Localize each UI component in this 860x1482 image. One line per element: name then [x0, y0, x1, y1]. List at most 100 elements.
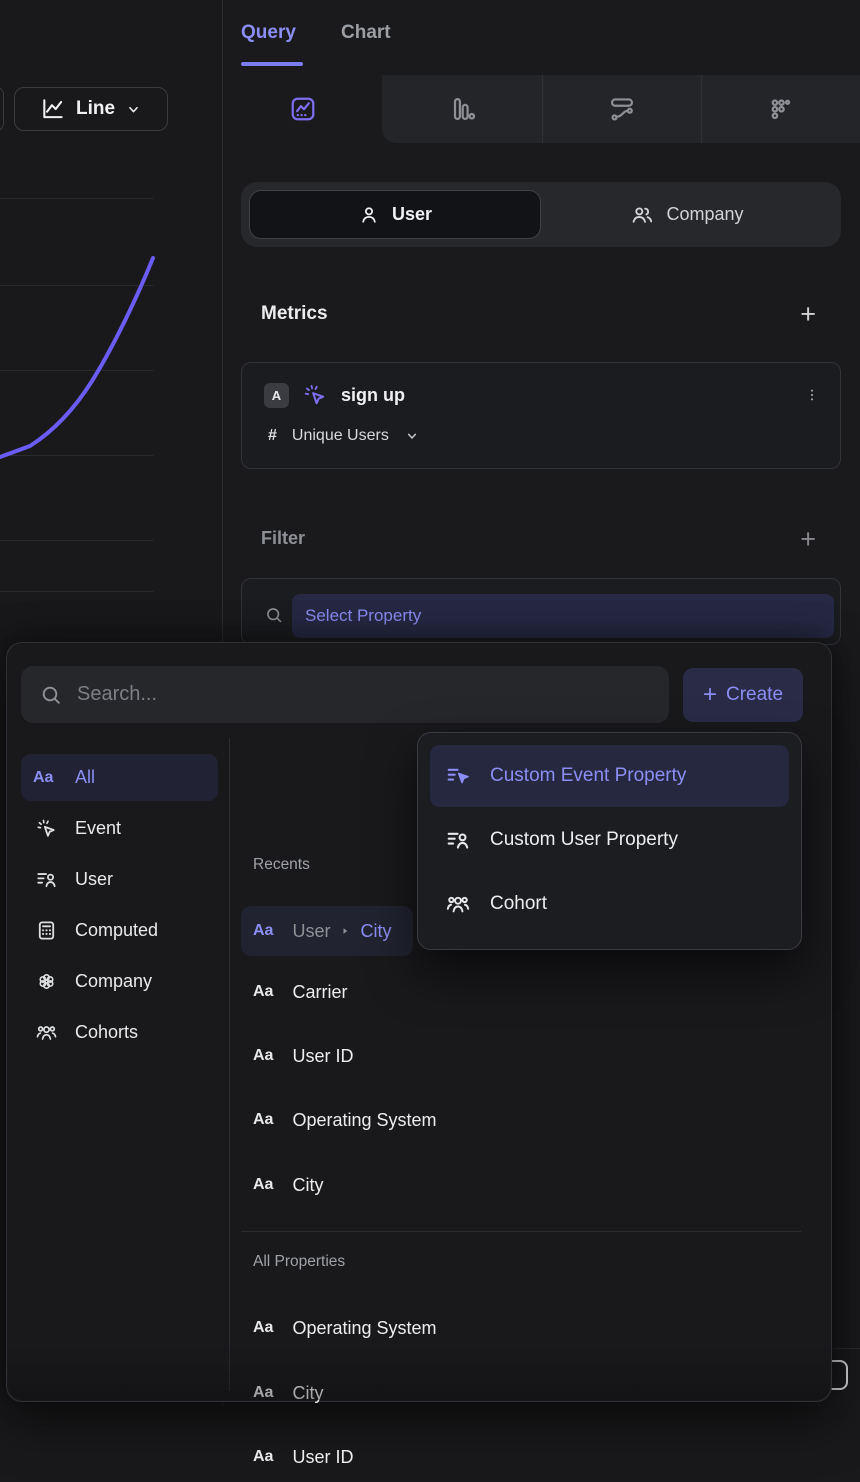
metrics-header: Metrics +: [261, 299, 816, 329]
toggle-company-label: Company: [666, 204, 744, 224]
toggle-user[interactable]: User: [249, 190, 541, 239]
metric-options-kebab-icon[interactable]: [804, 381, 820, 409]
category-label: Cohorts: [75, 1022, 139, 1042]
gridline: [0, 455, 153, 456]
category-computed[interactable]: Computed: [21, 907, 218, 954]
chevron-down-icon: [125, 101, 142, 118]
all-properties-title: All Properties: [253, 1253, 346, 1270]
type-prefix: Aa: [253, 1384, 274, 1401]
recents-title: Recents: [253, 856, 310, 873]
section-divider: [241, 1231, 801, 1232]
people-group-icon: [33, 1021, 59, 1044]
metric-event-name: sign up: [341, 384, 405, 405]
filter-card: Select Property: [241, 578, 841, 645]
event-cursor-icon: [33, 817, 59, 840]
flower-cluster-icon: [33, 970, 59, 993]
category-label: All: [75, 767, 96, 787]
retention-dots-icon: [767, 95, 795, 123]
metric-card[interactable]: A sign up # Unique Users: [241, 362, 841, 469]
type-prefix: Aa: [33, 768, 54, 786]
gridline: [0, 540, 153, 541]
metrics-title: Metrics: [261, 303, 328, 324]
chart-preview-area: Line: [0, 0, 222, 645]
chart-type-label: Line: [75, 98, 116, 119]
tab-insights[interactable]: [223, 75, 382, 143]
property-label: City: [292, 1174, 324, 1195]
list-person-icon: [444, 827, 472, 853]
tab-retention[interactable]: [701, 75, 860, 143]
recent-item[interactable]: Aa City: [241, 1160, 581, 1210]
clipped-button-fragment: [0, 87, 4, 131]
property-label: Carrier: [292, 981, 348, 1002]
property-item[interactable]: Aa City: [241, 1368, 581, 1418]
tab-funnels[interactable]: [382, 75, 541, 143]
gridline: [0, 198, 153, 199]
list-person-icon: [33, 868, 59, 891]
plus-icon: +: [702, 681, 717, 708]
menu-item-custom-event-property[interactable]: Custom Event Property: [430, 745, 789, 807]
category-label: User: [75, 869, 114, 889]
chevron-down-icon: [404, 428, 420, 444]
recent-item-selected[interactable]: Aa User City: [241, 906, 413, 956]
filter-title: Filter: [261, 528, 306, 548]
recent-item[interactable]: Aa User ID: [241, 1031, 581, 1081]
category-event[interactable]: Event: [21, 805, 218, 852]
category-all[interactable]: Aa All: [21, 754, 218, 801]
gridline: [0, 285, 153, 286]
chart-type-dropdown-button[interactable]: Line: [14, 87, 168, 131]
people-group-icon: [444, 891, 472, 917]
tab-chart[interactable]: Chart: [341, 22, 391, 43]
recent-item[interactable]: Aa Carrier: [241, 967, 581, 1017]
category-cohorts[interactable]: Cohorts: [21, 1009, 218, 1056]
type-prefix: Aa: [253, 1448, 274, 1465]
property-list: Recents Aa User City Aa Carrier Aa User …: [241, 738, 807, 1467]
property-item[interactable]: Aa Operating System: [241, 1303, 581, 1353]
create-button[interactable]: + Create: [683, 668, 803, 722]
tab-flows[interactable]: [542, 75, 701, 143]
insights-chart-icon: [289, 95, 317, 123]
breadcrumb-child: City: [360, 920, 392, 941]
breadcrumb-parent: User: [292, 920, 331, 941]
property-label: Operating System: [292, 1317, 437, 1338]
person-icon: [358, 204, 380, 226]
gridline: [0, 591, 153, 592]
property-item[interactable]: Aa User ID: [241, 1432, 581, 1482]
type-prefix: Aa: [253, 1111, 274, 1128]
bar-chart-icon: [448, 95, 476, 123]
aggregation-selector[interactable]: # Unique Users: [268, 427, 420, 445]
people-icon: [630, 203, 654, 227]
category-company[interactable]: Company: [21, 958, 218, 1005]
type-prefix: Aa: [253, 983, 274, 1000]
metric-event-row: A sign up: [264, 382, 405, 408]
calculator-icon: [33, 919, 59, 942]
type-prefix: Aa: [253, 1047, 274, 1064]
mini-line-chart: [0, 256, 155, 459]
menu-item-label: Cohort: [490, 893, 548, 914]
menu-item-cohort[interactable]: Cohort: [430, 873, 789, 935]
menu-item-label: Custom Event Property: [490, 765, 687, 786]
list-cursor-icon: [444, 763, 472, 789]
property-label: Operating System: [292, 1109, 437, 1130]
toggle-company[interactable]: Company: [541, 190, 833, 239]
search-input[interactable]: [77, 683, 651, 706]
property-label: City: [292, 1382, 324, 1403]
toggle-user-label: User: [391, 204, 433, 224]
category-label: Computed: [75, 920, 159, 940]
search-icon: [264, 605, 284, 625]
aggregation-label: Unique Users: [291, 427, 389, 444]
type-prefix: Aa: [253, 1319, 274, 1336]
property-label: User ID: [292, 1045, 354, 1066]
select-property-chip[interactable]: Select Property: [292, 594, 834, 638]
menu-item-custom-user-property[interactable]: Custom User Property: [430, 809, 789, 871]
flows-icon: [608, 95, 636, 123]
category-user[interactable]: User: [21, 856, 218, 903]
metric-letter-badge: A: [264, 382, 289, 408]
add-filter-button[interactable]: +: [800, 523, 816, 554]
active-tab-underline: [241, 62, 303, 66]
tab-query[interactable]: Query: [241, 22, 296, 43]
menu-item-label: Custom User Property: [490, 829, 678, 850]
add-metric-button[interactable]: +: [800, 299, 816, 329]
search-box[interactable]: [21, 666, 669, 723]
category-list: Aa All Event User Computed Company Cohor…: [21, 754, 218, 1060]
recent-item[interactable]: Aa Operating System: [241, 1095, 581, 1145]
